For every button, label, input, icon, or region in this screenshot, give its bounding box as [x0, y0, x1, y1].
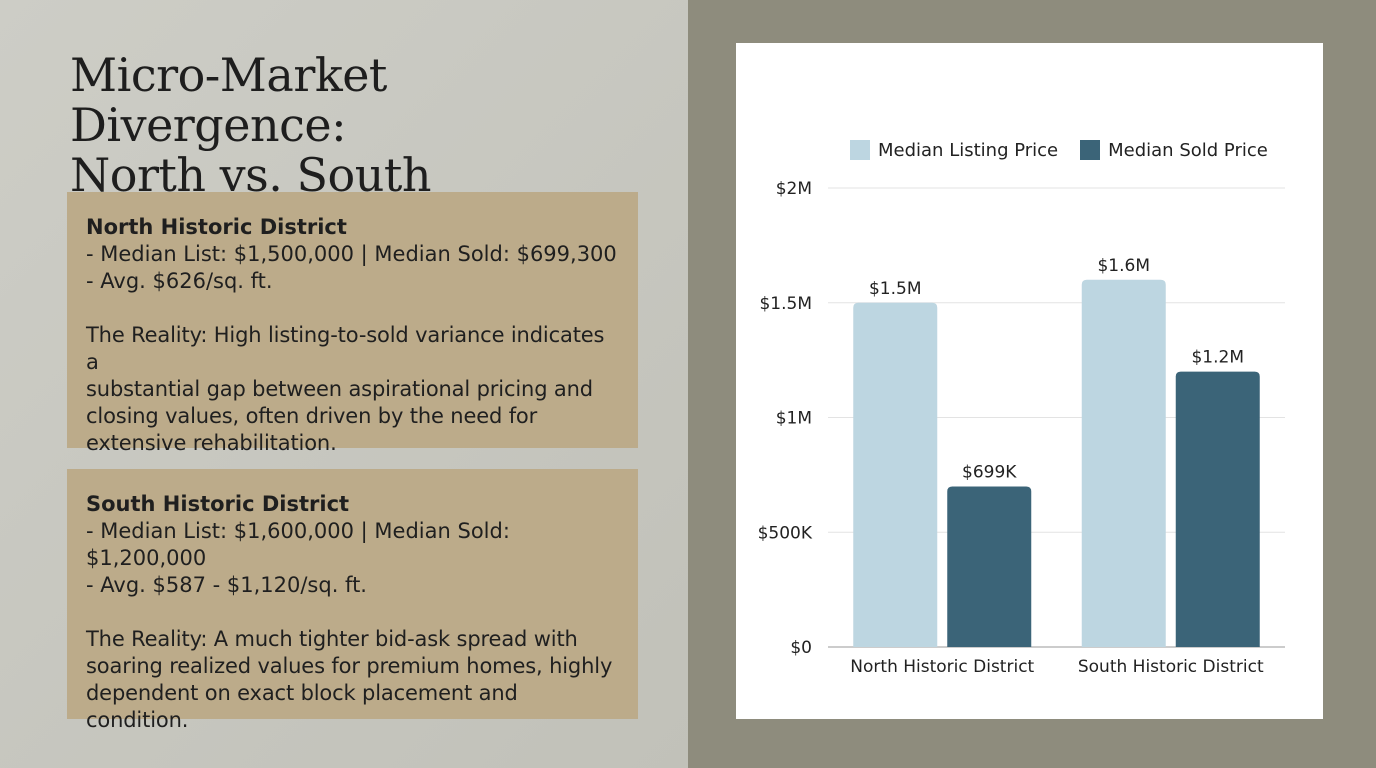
legend-swatch-sold — [1080, 140, 1101, 160]
south-reality-line: dependent on exact block placement and — [86, 681, 518, 705]
legend-item-listing: Median Listing Price — [850, 140, 1058, 161]
north-median-prices: - Median List: $1,500,000 | Median Sold:… — [86, 242, 617, 266]
north-reality-line: extensive rehabilitation. — [86, 431, 337, 455]
bar-chart: $0 $500K $1M $1.5M $2M $1.5M $699K North Histor… — [758, 179, 1285, 677]
y-tick-label: $2M — [776, 179, 812, 199]
south-avg-price-per-sqft: - Avg. $587 - $1,120/sq. ft. — [86, 573, 367, 597]
south-reality-line: The Reality: A much tighter bid-ask spre… — [86, 627, 578, 651]
data-label: $699K — [962, 463, 1017, 483]
south-reality-line: condition. — [86, 708, 189, 732]
bar-listing-south — [1081, 279, 1166, 647]
legend-item-sold: Median Sold Price — [1080, 140, 1268, 161]
north-reality-text: The Reality: High listing-to-sold varian… — [86, 322, 619, 457]
x-tick-label: North Historic District — [850, 657, 1034, 677]
slide-title: Micro-Market Divergence: North vs. South — [70, 50, 670, 200]
bar-listing-north — [853, 302, 938, 647]
south-median-prices: - Median List: $1,600,000 | Median Sold:… — [86, 519, 510, 570]
chart-card: $0 $500K $1M $1.5M $2M $1.5M $699K North Histor… — [736, 43, 1323, 719]
legend-label-listing: Median Listing Price — [878, 139, 1059, 161]
south-reality-line: soaring realized values for premium home… — [86, 654, 613, 678]
north-reality-line: closing values, often driven by the need… — [86, 404, 538, 428]
legend-swatch-listing — [850, 140, 870, 160]
y-tick-label: $1M — [776, 409, 812, 429]
north-reality-line: The Reality: High listing-to-sold varian… — [86, 323, 605, 374]
x-tick-label: South Historic District — [1078, 657, 1264, 677]
south-reality-text: The Reality: A much tighter bid-ask spre… — [86, 626, 619, 734]
y-tick-label: $1.5M — [759, 294, 812, 314]
data-label: $1.6M — [1097, 256, 1150, 276]
y-tick-label: $500K — [758, 523, 813, 543]
slide-title-line-1: Micro-Market Divergence: — [70, 48, 387, 152]
north-reality-line: substantial gap between aspirational pri… — [86, 377, 593, 401]
chart-legend: Median Listing Price Median Sold Price — [850, 137, 1290, 163]
south-district-heading: South Historic District — [86, 492, 350, 516]
south-district-card: South Historic District - Median List: $… — [67, 469, 638, 732]
bar-sold-south — [1175, 371, 1260, 647]
north-avg-price-per-sqft: - Avg. $626/sq. ft. — [86, 269, 273, 293]
legend-label-sold: Median Sold Price — [1108, 139, 1268, 161]
y-tick-label: $0 — [790, 638, 812, 658]
data-label: $1.2M — [1191, 348, 1244, 368]
north-district-card: North Historic District - Median List: $… — [67, 192, 638, 455]
bar-sold-north — [947, 486, 1032, 647]
north-district-heading: North Historic District — [86, 215, 347, 239]
data-label: $1.5M — [869, 279, 922, 299]
slide-title-line-2: North vs. South — [70, 148, 431, 202]
